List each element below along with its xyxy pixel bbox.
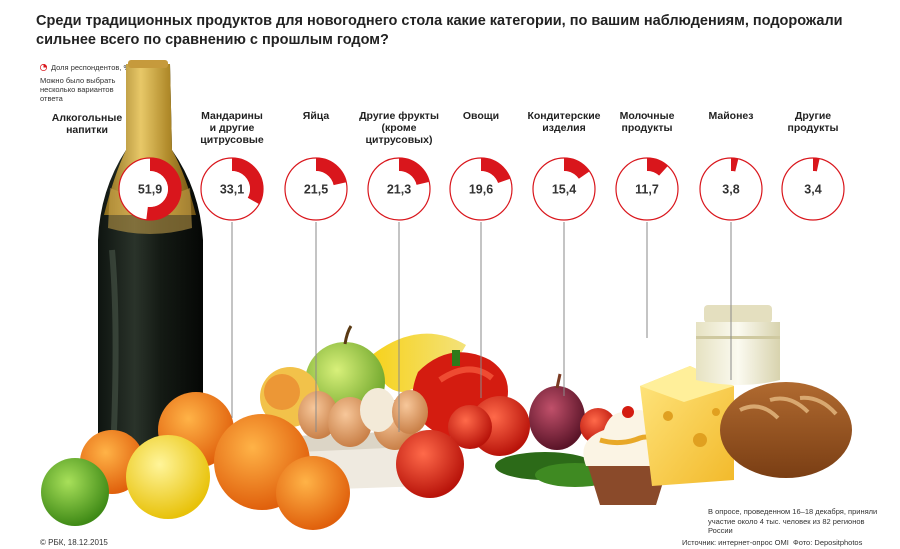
category-label-line: цитрусовых) — [365, 134, 433, 146]
donut-slice — [481, 158, 511, 184]
donut-hole — [132, 171, 168, 207]
donut-slice — [316, 158, 347, 186]
category-label-line: Кондитерские — [527, 110, 601, 122]
donut-hole — [713, 171, 749, 207]
photo-credit: Фото: Depositphotos — [793, 538, 863, 547]
donut-hole — [298, 171, 334, 207]
category-label-eggs: Яйца — [256, 110, 376, 122]
donut-hole — [381, 171, 417, 207]
category-label-alcohol: Алкогольные напитки — [27, 112, 147, 136]
category-label-line: продукты — [621, 122, 673, 134]
legend-swatch-icon — [40, 64, 47, 71]
donut-hole — [546, 171, 582, 207]
donut-slice — [813, 158, 820, 172]
donut-slice — [731, 158, 739, 172]
donut-slice — [146, 158, 182, 221]
donut-hole — [463, 171, 499, 207]
data-label: 21,5 — [304, 183, 328, 197]
category-label-citrus: Мандарины и другие цитрусовые — [172, 110, 292, 146]
category-label-line: цитрусовые — [200, 134, 264, 146]
legend-note: Можно было выбрать несколько вариантов о… — [40, 76, 116, 103]
donut-hole — [214, 171, 250, 207]
category-label-other-products: Другие продукты — [753, 110, 873, 134]
legend-label: Доля респондентов, % — [51, 63, 131, 72]
category-label-line: изделия — [542, 122, 586, 134]
data-label: 11,7 — [635, 183, 659, 197]
bread-icon — [720, 382, 852, 478]
data-label: 51,9 — [138, 183, 162, 197]
source-credit: Источник: интернет-опрос OMI — [682, 538, 789, 547]
category-label-line: Майонез — [708, 110, 754, 122]
category-label-line: продукты — [787, 122, 839, 134]
category-label-line: Молочные — [619, 110, 675, 122]
category-label-line: Алкогольные — [51, 112, 123, 124]
category-label-line: Мандарины — [201, 110, 263, 122]
donut-hole — [795, 171, 831, 207]
donut-slice — [232, 158, 263, 205]
category-label-line: Овощи — [462, 110, 500, 122]
category-label-confectionery: Кондитерские изделия — [504, 110, 624, 134]
survey-note: В опросе, проведенном 16–18 декабря, при… — [708, 507, 878, 535]
category-label-line: напитки — [66, 124, 108, 136]
data-label: 19,6 — [469, 183, 493, 197]
category-label-dairy: Молочные продукты — [587, 110, 707, 134]
legend: Доля респондентов, % Можно было выбрать … — [40, 63, 130, 103]
category-label-other-fruits: Другие фрукты (кроме цитрусовых) — [339, 110, 459, 146]
category-label-vegetables: Овощи — [421, 110, 541, 122]
mayonnaise-jar-icon — [696, 305, 780, 385]
citrus-icon — [41, 392, 464, 530]
copyright: © РБК, 18.12.2015 — [40, 538, 108, 547]
legend-item: Доля респондентов, % — [40, 63, 130, 72]
data-label: 3,4 — [804, 183, 821, 197]
category-label-line: и другие — [209, 122, 255, 134]
chart-title: Среди традиционных продуктов для новогод… — [36, 13, 843, 48]
data-label: 21,3 — [387, 183, 411, 197]
cheese-icon — [640, 366, 734, 486]
donut-slice — [647, 158, 668, 176]
data-label: 33,1 — [220, 183, 244, 197]
donut-slice — [564, 158, 590, 179]
category-label-line: Другие фрукты — [359, 110, 439, 122]
category-label-line: (кроме — [381, 122, 417, 134]
donut-slice — [399, 158, 430, 185]
category-label-line: Другие — [794, 110, 832, 122]
data-label: 3,8 — [722, 183, 739, 197]
donut-hole — [629, 171, 665, 207]
category-label-line: Яйца — [302, 110, 330, 122]
data-label: 15,4 — [552, 183, 576, 197]
category-label-mayonnaise: Майонез — [671, 110, 791, 122]
